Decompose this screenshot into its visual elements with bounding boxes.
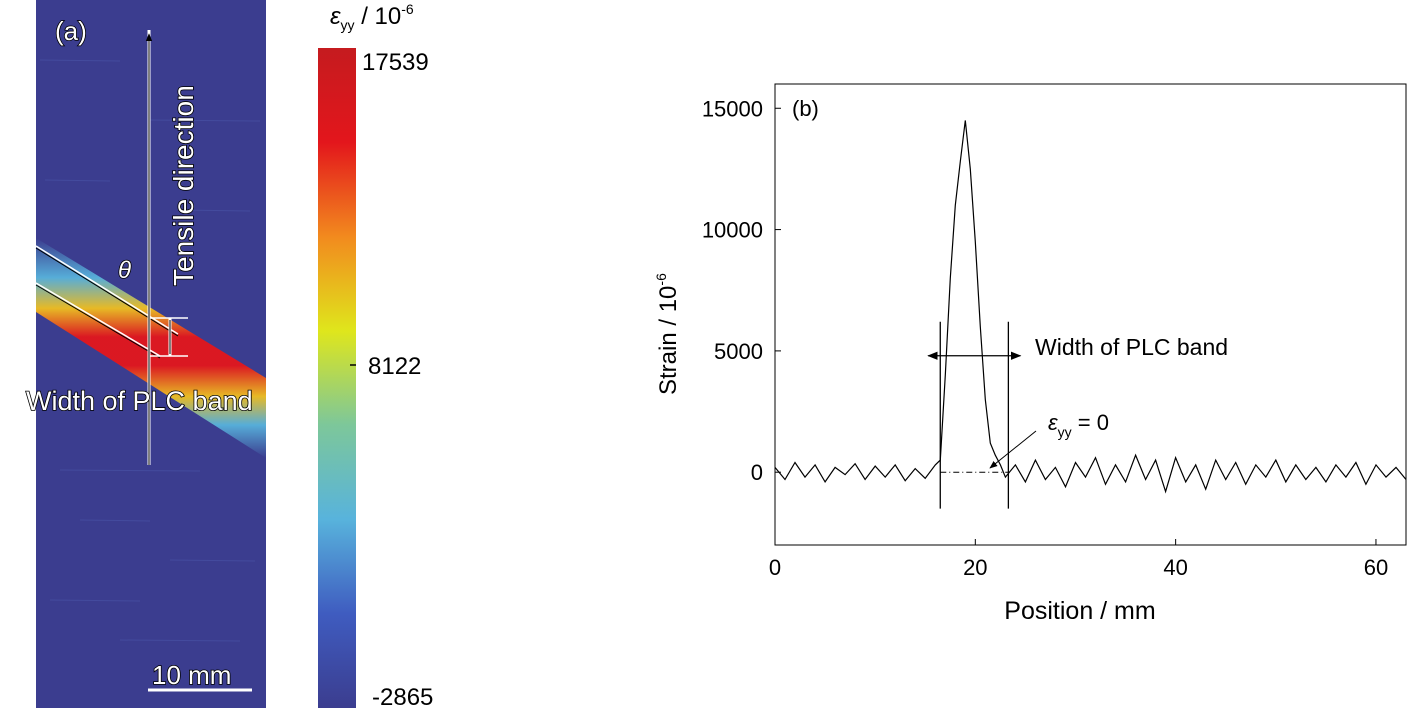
scale-bar-label: 10 mm xyxy=(152,660,231,690)
epsilon-pointer-arrow xyxy=(989,430,1037,469)
epsilon-symbol: ε xyxy=(1048,410,1058,435)
plot-area xyxy=(774,83,1407,546)
x-tick-label: 0 xyxy=(769,555,781,580)
band-edges xyxy=(939,321,1010,509)
plc-band-edge-lower-dark xyxy=(35,284,161,359)
panel-a-label: (a) xyxy=(55,16,87,46)
plc-band-edge-upper-dark xyxy=(35,247,179,337)
plc-band-edge-lower xyxy=(35,282,161,357)
colorbar: εyy / 10-6 17539 8122 -2865 xyxy=(318,1,433,708)
colorbar-max-label: 17539 xyxy=(362,49,429,76)
strain-map-texture xyxy=(39,59,261,642)
width-bracket xyxy=(150,317,188,357)
plc-band-fill xyxy=(36,238,266,458)
panel-b: 0 5000 10000 15000 0 20 40 60 (b) Width of PLC… xyxy=(653,83,1407,625)
colorbar-title-sub: yy xyxy=(341,17,355,33)
x-tick-label: 20 xyxy=(963,555,987,580)
x-tick-label: 60 xyxy=(1364,555,1388,580)
tensile-direction-label: Tensile direction xyxy=(168,85,199,286)
panel-a: (a) Tensile direction θ Width of PLC ban… xyxy=(25,0,266,708)
epsilon-rest: = 0 xyxy=(1072,410,1109,435)
colorbar-title-exp: -6 xyxy=(401,1,414,17)
strain-profile-line xyxy=(774,120,1407,494)
colorbar-min-label: -2865 xyxy=(372,684,433,708)
epsilon-sub: yy xyxy=(1058,424,1072,440)
x-axis-label: Position / mm xyxy=(1004,597,1155,625)
x-axis: 0 20 40 60 xyxy=(769,539,1388,580)
y-tick-label: 5000 xyxy=(714,339,763,364)
panel-b-label: (b) xyxy=(792,96,819,121)
colorbar-title-symbol: ε xyxy=(330,3,341,30)
y-axis-label-exp: -6 xyxy=(653,273,669,286)
x-tick-label: 40 xyxy=(1163,555,1187,580)
epsilon-annotation: εyy = 0 xyxy=(1048,410,1109,440)
angle-label: θ xyxy=(118,257,131,284)
colorbar-mid-label: 8122 xyxy=(368,353,421,380)
plc-band-edge-upper xyxy=(35,245,179,335)
colorbar-title: εyy / 10-6 xyxy=(330,1,414,33)
colorbar-gradient xyxy=(318,48,356,708)
y-axis-label: Strain / 10-6 xyxy=(653,273,682,395)
width-annotation: Width of PLC band xyxy=(1035,334,1228,360)
y-tick-label: 15000 xyxy=(702,96,763,121)
plc-band xyxy=(35,238,266,458)
colorbar-title-rest: / 10 xyxy=(355,3,402,30)
y-tick-label: 10000 xyxy=(702,218,763,243)
y-axis-label-main: Strain / 10 xyxy=(655,286,682,395)
y-axis: 0 5000 10000 15000 xyxy=(702,96,781,485)
width-of-plc-band-label: Width of PLC band xyxy=(26,386,253,416)
y-tick-label: 0 xyxy=(751,460,763,485)
